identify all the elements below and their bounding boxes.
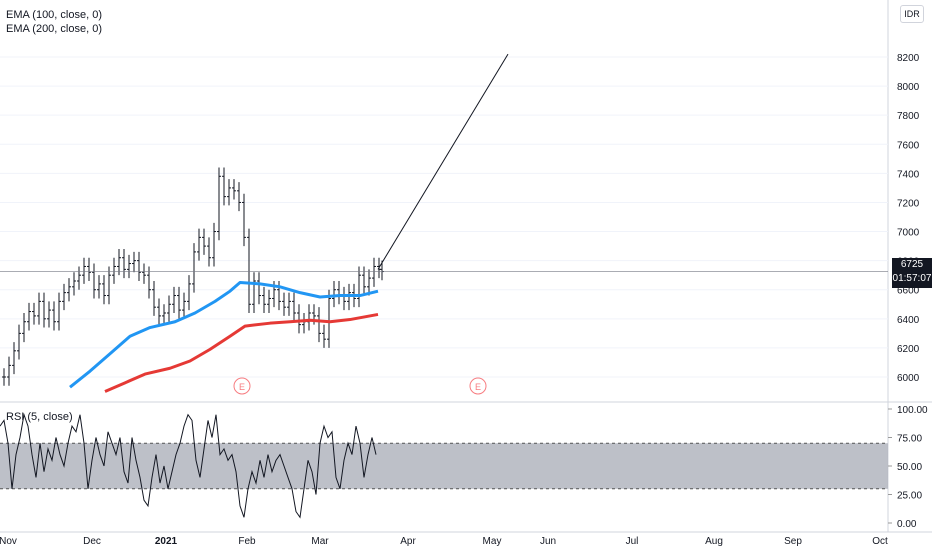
time-tick-label: Sep [784, 536, 802, 547]
bar-countdown: 01:57:07 [892, 273, 932, 284]
price-tick-label: 7800 [897, 111, 920, 122]
ema100-legend[interactable]: EMA (100, close, 0) EMA (200, close, 0) [6, 8, 102, 36]
price-tick-label: 8200 [897, 53, 920, 64]
time-tick-label: Jul [626, 536, 639, 547]
earnings-marker-label: E [239, 382, 245, 392]
rsi-tick-label: 25.00 [897, 491, 922, 502]
rsi-tick-label: 50.00 [897, 462, 922, 473]
price-tick-label: 8000 [897, 82, 920, 93]
rsi-tick-label: 0.00 [897, 519, 917, 530]
time-tick-label: May [483, 536, 502, 547]
earnings-marker-label: E [475, 382, 481, 392]
time-tick-label: Dec [83, 536, 101, 547]
rsi-band [0, 443, 888, 489]
ema200-legend-label: EMA (200, close, 0) [6, 23, 102, 35]
price-tick-label: 7400 [897, 169, 920, 180]
last-price-value: 6725 [900, 259, 924, 270]
earnings-marker [469, 377, 487, 395]
price-tick-label: 7200 [897, 198, 920, 209]
last-price-tag: 6725 01:57:07 [892, 258, 932, 288]
price-tick-label: 6600 [897, 286, 920, 297]
time-tick-label: Jun [540, 536, 556, 547]
price-tick-label: 6400 [897, 315, 920, 326]
rsi-legend-label: RSI (5, close) [6, 411, 73, 423]
ema100-line [69, 280, 379, 389]
projection-trendline [377, 53, 509, 270]
time-tick-label: Oct [872, 536, 888, 547]
time-tick-label: Nov [0, 536, 17, 547]
price-tick-label: 7600 [897, 140, 920, 151]
rsi-tick-label: 75.00 [897, 434, 922, 445]
time-tick-label: Mar [311, 536, 329, 547]
price-tick-label: 6000 [897, 373, 920, 384]
time-tick-label: Apr [400, 536, 416, 547]
price-tick-label: 7000 [897, 228, 920, 239]
rsi-line [0, 412, 377, 519]
ema200-line [104, 312, 379, 393]
price-tick-label: 6200 [897, 344, 920, 355]
rsi-legend[interactable]: RSI (5, close) [6, 410, 73, 424]
time-tick-label: 2021 [155, 536, 178, 547]
ema100-legend-label: EMA (100, close, 0) [6, 9, 102, 21]
time-tick-label: Aug [705, 536, 723, 547]
rsi-tick-label: 100.00 [897, 405, 928, 416]
time-tick-label: Feb [238, 536, 256, 547]
currency-badge[interactable]: IDR [900, 5, 924, 23]
earnings-marker [233, 377, 251, 395]
